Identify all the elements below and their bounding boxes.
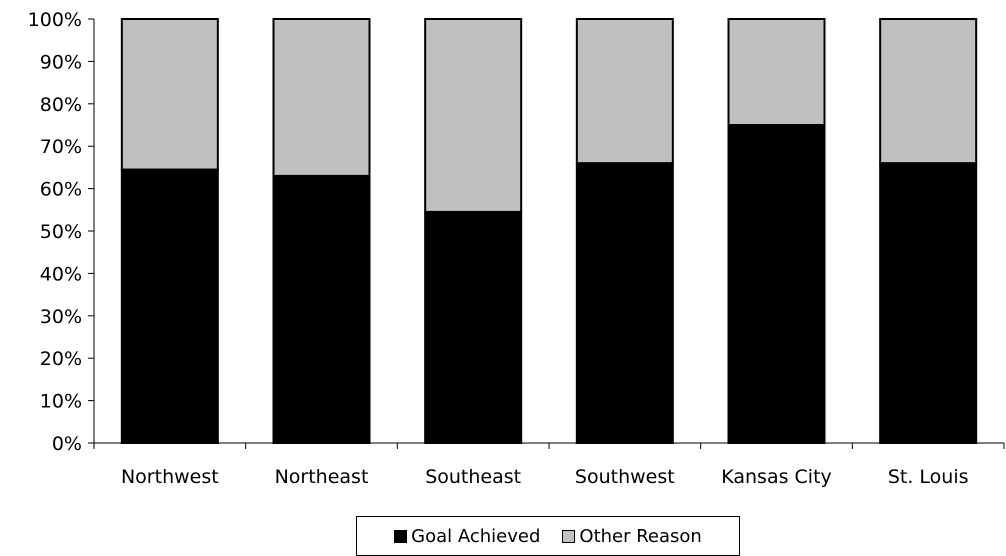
legend-label-other-reason: Other Reason (579, 525, 702, 547)
bar-other-reason (575, 18, 674, 165)
bar-goal-achieved (575, 162, 674, 444)
legend-label-goal-achieved: Goal Achieved (411, 525, 541, 547)
bar-goal-achieved (120, 168, 219, 445)
bar-other-reason (727, 18, 826, 126)
bar-other-reason (272, 18, 371, 177)
legend-item-goal-achieved: Goal Achieved (394, 526, 540, 547)
y-tick-label: 100% (28, 9, 82, 31)
y-tick-label: 60% (40, 179, 82, 201)
y-tick-label: 0% (52, 433, 82, 455)
bar-other-reason (879, 18, 978, 165)
legend-swatch-other-reason (562, 529, 576, 543)
stacked-bar-chart: 0% 10% 20% 30% 40% 50% 60% 70% 80% 90% 100% Northw… (28, 9, 1005, 488)
y-tick-label: 20% (40, 348, 82, 370)
y-tick-label: 90% (40, 51, 82, 73)
bar-other-reason (120, 18, 219, 171)
bars (120, 18, 978, 445)
y-tick-label: 80% (40, 94, 82, 116)
bar-goal-achieved (424, 210, 523, 444)
legend-item-other-reason: Other Reason (562, 525, 702, 547)
x-category-label: Southwest (575, 466, 675, 488)
x-category-label: St. Louis (888, 466, 969, 488)
legend-swatch-goal-achieved (394, 529, 408, 543)
x-category-label: Northwest (121, 466, 219, 488)
y-axis: 0% 10% 20% 30% 40% 50% 60% 70% 80% 90% 100% (28, 9, 95, 455)
y-tick-label: 10% (40, 391, 82, 413)
y-tick-label: 50% (40, 221, 82, 243)
bar-goal-achieved (879, 162, 978, 444)
legend: Goal Achieved Other Reason (356, 516, 740, 556)
bar-other-reason (424, 18, 523, 213)
bar-goal-achieved (727, 124, 826, 444)
bar-goal-achieved (272, 174, 371, 444)
x-axis: Northwest Northeast Southeast Southwest Kans… (93, 442, 1005, 488)
x-category-label: Northeast (275, 466, 369, 488)
y-tick-label: 30% (40, 306, 82, 328)
y-tick-label: 70% (40, 136, 82, 158)
x-category-label: Kansas City (721, 466, 832, 488)
y-tick-label: 40% (40, 263, 82, 285)
x-category-label: Southeast (425, 466, 521, 488)
